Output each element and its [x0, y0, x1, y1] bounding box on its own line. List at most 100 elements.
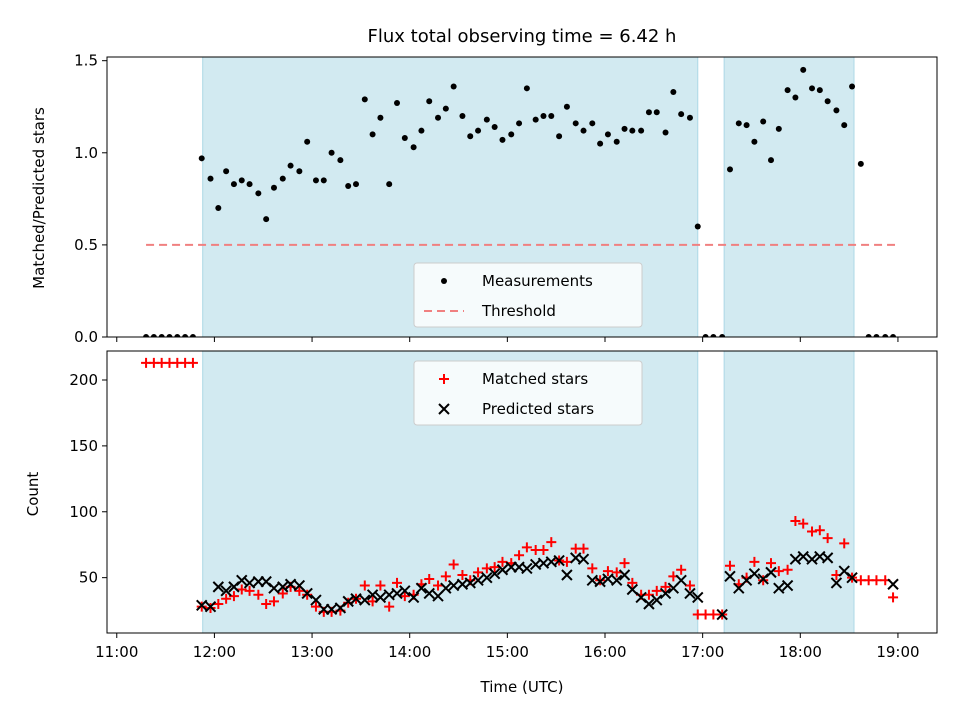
- legend-label: Matched stars: [482, 370, 588, 388]
- matched-star-point: [473, 567, 484, 578]
- ratio-panel: 0.0 0.5 1.0 1.5 Measurements Threshold: [74, 52, 938, 346]
- measurement-point: [215, 205, 222, 212]
- matched-star-point: [244, 585, 255, 596]
- measurement-point: [792, 94, 799, 101]
- measurement-point: [516, 120, 523, 127]
- measurement-point: [158, 334, 165, 337]
- legend: Matched stars Predicted stars: [413, 360, 643, 426]
- predicted-star-point: [626, 583, 639, 596]
- measurement-point: [613, 138, 620, 145]
- matched-star-point: [790, 515, 801, 526]
- measurement-point: [328, 149, 335, 156]
- count-panel: 50 100 150 200 11:00 12:00 13:00 14:00 15:00 16:0…: [69, 350, 938, 661]
- predicted-star-point: [212, 581, 225, 593]
- measurement-point: [401, 135, 408, 142]
- predicted-star-point: [423, 587, 435, 600]
- x-tick-label: 11:00: [95, 643, 138, 661]
- measurement-point: [702, 334, 709, 337]
- measurement-point: [426, 98, 433, 105]
- measurement-point: [508, 131, 515, 138]
- predicted-star-point: [277, 581, 289, 593]
- measurement-point: [540, 112, 547, 119]
- measurement-point: [800, 66, 807, 73]
- matched-star-point: [546, 537, 557, 548]
- panel-frame: [106, 350, 938, 634]
- measurement-point: [435, 114, 442, 121]
- legend: Measurements Threshold: [413, 262, 643, 328]
- measurement-point: [353, 181, 359, 188]
- measurement-point: [263, 216, 270, 223]
- predicted-star-point: [577, 553, 590, 565]
- matched-star-point: [261, 599, 272, 610]
- predicted-star-point: [781, 579, 794, 592]
- matched-star-point: [619, 558, 630, 569]
- series-predicted-stars: [196, 550, 899, 621]
- x-tick-label: 12:00: [193, 643, 236, 661]
- measurement-point: [857, 160, 864, 167]
- predicted-star-point: [716, 608, 728, 621]
- matched-star-point: [798, 518, 809, 529]
- predicted-star-point: [806, 553, 818, 565]
- legend-box: [413, 360, 643, 426]
- measurement-point: [279, 175, 286, 182]
- matched-star-point: [822, 533, 833, 544]
- matched-star-point: [839, 538, 850, 549]
- measurement-point: [287, 162, 294, 169]
- matched-star-point: [375, 580, 386, 591]
- matched-star-point: [782, 564, 793, 575]
- measurement-point: [768, 157, 774, 164]
- count-axis-label: Count: [24, 472, 42, 517]
- predicted-star-point: [692, 591, 704, 604]
- measurement-point: [320, 177, 327, 184]
- x-tick-label: 13:00: [290, 643, 333, 661]
- measurement-point: [182, 334, 189, 337]
- matched-star-point: [807, 526, 818, 537]
- measurement-point: [849, 83, 856, 90]
- measurement-point: [174, 334, 181, 337]
- plot-area: [143, 66, 897, 337]
- matched-star-point: [871, 575, 882, 586]
- matched-star-point: [708, 609, 719, 620]
- measurement-point: [166, 334, 173, 337]
- measurement-point: [760, 118, 767, 125]
- measurement-point: [865, 334, 872, 337]
- plot-area: [141, 357, 899, 621]
- predicted-star-point: [496, 564, 509, 576]
- predicted-star-point: [724, 570, 736, 583]
- measurement-point: [645, 109, 652, 116]
- matched-star-point: [587, 563, 598, 574]
- legend-box: [413, 262, 643, 328]
- measurement-point: [743, 122, 750, 129]
- measurement-point: [386, 181, 393, 188]
- x-tick-label: 16:00: [583, 643, 626, 661]
- measurement-point: [841, 122, 848, 129]
- matched-star-point: [359, 580, 370, 591]
- measurement-point: [296, 168, 303, 175]
- x-tick-label: 19:00: [876, 643, 919, 661]
- matched-star-point: [888, 592, 899, 603]
- matched-star-point: [384, 601, 395, 612]
- measurement-point: [662, 129, 669, 136]
- y-tick-label: 0.0: [74, 328, 98, 346]
- predicted-star-point: [846, 571, 858, 584]
- measurement-point: [670, 89, 677, 95]
- predicted-star-point: [521, 562, 533, 575]
- measurement-point: [735, 120, 742, 127]
- predicted-star-point: [325, 603, 338, 615]
- x-axis-label: Time (UTC): [480, 678, 564, 696]
- legend-label: Measurements: [482, 272, 593, 290]
- y-tick-label: 50: [79, 569, 98, 587]
- predicted-star-point: [773, 582, 785, 594]
- predicted-star-point: [415, 582, 428, 594]
- ratio-axis-label: Matched/Predicted stars: [30, 107, 48, 289]
- observing-window-1: [723, 56, 855, 338]
- predicted-star-point: [342, 595, 354, 608]
- predicted-star-point: [220, 585, 232, 597]
- measurement-point: [459, 112, 466, 119]
- matched-star-point: [187, 357, 198, 368]
- predicted-star-point: [399, 585, 411, 597]
- predicted-star-point: [643, 598, 655, 610]
- matched-star-point: [392, 577, 403, 588]
- measurement-point: [621, 125, 628, 132]
